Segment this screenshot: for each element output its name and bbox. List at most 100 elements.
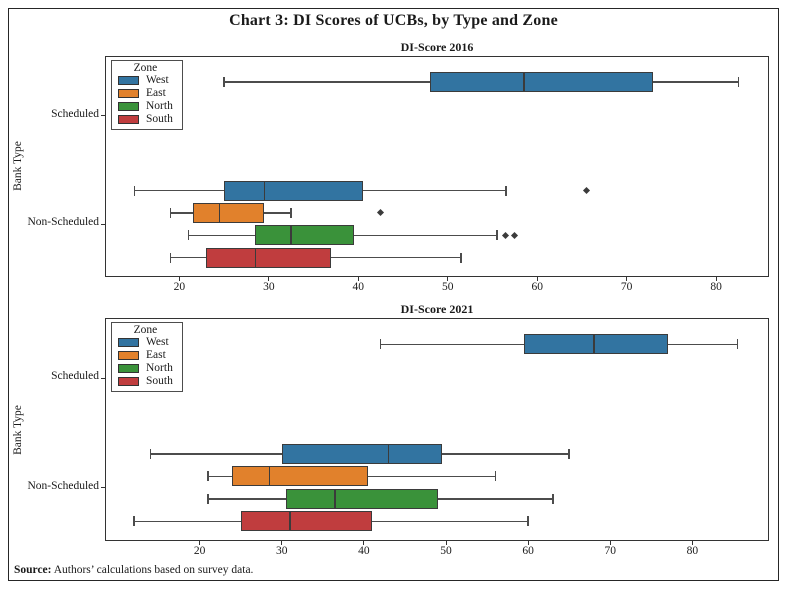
x-tick-mark [363, 541, 365, 545]
x-tick-label: 60 [522, 545, 534, 557]
whisker-line-low-east [207, 475, 233, 478]
y-tick-mark [101, 377, 105, 379]
legend: Zone West East North South [111, 60, 183, 130]
whisker-line-high-west [362, 189, 506, 192]
whisker-cap-high-west [505, 185, 507, 196]
x-tick-label: 80 [686, 545, 699, 557]
x-tick-label: 30 [276, 545, 288, 557]
box-west [281, 443, 442, 464]
box-east [232, 466, 368, 487]
median-line-south [289, 511, 291, 532]
whisker-cap-high-east [290, 207, 292, 218]
east-swatch-icon [118, 351, 139, 360]
outlier-diamond-west [582, 187, 590, 195]
median-line-east [218, 202, 221, 223]
box-north [285, 488, 438, 509]
box-south [206, 247, 332, 268]
x-tick-mark [609, 541, 611, 545]
y-tick-mark [101, 487, 105, 489]
legend-label: West [146, 74, 169, 86]
whisker-line-high-south [372, 520, 529, 523]
plot-area-2016: Zone West East North South [105, 56, 769, 277]
legend-item-south: South [118, 375, 173, 388]
source-text: Authors’ calculations based on survey da… [51, 564, 254, 576]
whisker-cap-low-west [223, 77, 225, 88]
x-tick-label: 20 [173, 281, 186, 293]
legend-title: Zone [133, 62, 158, 74]
outlier-diamond-east [377, 209, 385, 217]
north-swatch-icon [118, 364, 139, 373]
legend-label: East [146, 87, 166, 99]
whisker-cap-low-east [207, 471, 209, 482]
legend: Zone West East North South [111, 322, 183, 392]
median-line-west [522, 72, 525, 93]
panel-title-2021: DI-Score 2021 [400, 302, 474, 316]
west-swatch-icon [118, 338, 139, 347]
outlier-diamond-north [511, 231, 519, 239]
whisker-line-high-south [331, 256, 462, 259]
figure-border [8, 8, 779, 581]
whisker-cap-high-east [494, 471, 497, 482]
legend-item-north: North [118, 100, 173, 113]
y-tick-label: Non-Scheduled [27, 479, 99, 492]
whisker-cap-low-west [379, 339, 382, 350]
whisker-line-low-west [134, 189, 225, 192]
y-axis-label: Bank Type [12, 405, 24, 455]
median-line-west [263, 180, 266, 201]
whisker-cap-high-west [736, 339, 739, 350]
x-tick-mark [357, 277, 359, 281]
y-tick-label: Scheduled [51, 370, 99, 383]
x-tick-label: 50 [440, 545, 452, 557]
box-west [429, 72, 654, 93]
x-tick-mark [626, 277, 628, 281]
whisker-cap-low-north [187, 230, 190, 241]
whisker-line-high-east [264, 212, 292, 214]
x-tick-label: 50 [441, 281, 454, 293]
x-tick-mark [281, 541, 283, 545]
x-tick-mark [527, 541, 529, 545]
median-line-west [387, 443, 390, 464]
whisker-line-low-west [380, 343, 525, 346]
panel-title-2016: DI-Score 2016 [400, 40, 474, 54]
y-tick-label: Non-Scheduled [27, 216, 99, 229]
x-tick-label: 60 [531, 281, 543, 293]
whisker-cap-low-south [133, 516, 135, 527]
whisker-line-high-north [353, 234, 497, 237]
whisker-line-high-west [667, 343, 738, 346]
x-tick-label: 40 [352, 281, 365, 293]
median-line-north [334, 488, 336, 509]
x-tick-mark [199, 541, 201, 545]
legend-items: West East North South [118, 336, 173, 388]
legend-label: South [146, 113, 173, 125]
legend-title: Zone [133, 324, 158, 336]
legend-item-east: East [118, 87, 173, 100]
outlier-diamond-north [502, 231, 510, 239]
figure-title: Chart 3: DI Scores of UCBs, by Type and … [229, 12, 558, 29]
whisker-cap-high-west [568, 448, 571, 459]
y-tick-mark [101, 115, 105, 117]
median-line-south [254, 247, 257, 268]
whisker-line-high-east [368, 475, 496, 478]
source-note: Source: Authors’ calculations based on s… [14, 564, 253, 576]
north-swatch-icon [118, 102, 139, 111]
whisker-cap-high-south [527, 516, 529, 527]
median-line-north [290, 225, 292, 246]
x-tick-label: 80 [710, 281, 722, 293]
x-tick-mark [268, 277, 270, 281]
x-tick-mark [445, 541, 447, 545]
x-tick-label: 40 [358, 545, 370, 557]
box-north [255, 225, 354, 246]
whisker-cap-low-west [149, 448, 152, 459]
median-line-east [268, 466, 271, 487]
whisker-line-high-west [441, 453, 570, 455]
box-west [224, 180, 363, 201]
x-tick-mark [715, 277, 717, 281]
x-tick-label: 70 [620, 281, 633, 293]
whisker-line-low-north [207, 498, 286, 500]
y-tick-label: Scheduled [51, 107, 99, 120]
box-south [240, 511, 373, 532]
box-west [524, 334, 668, 355]
x-tick-mark [178, 277, 180, 281]
y-axis-label: Bank Type [12, 141, 24, 191]
whisker-cap-high-south [460, 252, 462, 263]
